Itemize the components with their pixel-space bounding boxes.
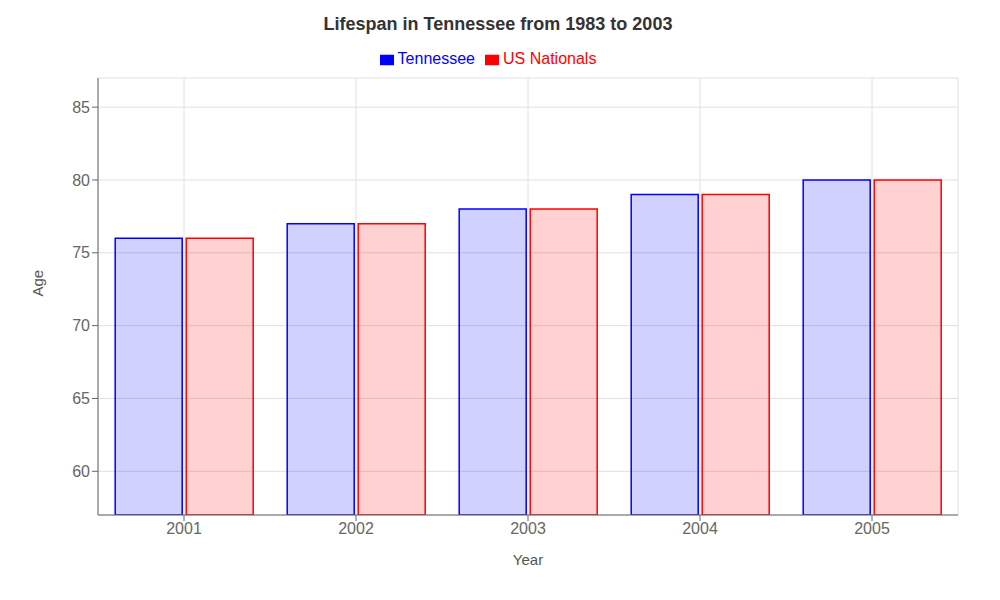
svg-text:2003: 2003 [510, 520, 546, 537]
svg-text:2001: 2001 [166, 520, 202, 537]
html-text:Lifespan in Tennessee from 198: Lifespan in Tennessee from 1983 to 2003 [323, 14, 673, 34]
svg-text:65: 65 [72, 390, 90, 407]
svg-text:70: 70 [72, 317, 90, 334]
svg-text:60: 60 [72, 463, 90, 480]
html-text:US Nationals: US Nationals [503, 50, 597, 67]
svg-text:2004: 2004 [682, 520, 718, 537]
svg-text:2005: 2005 [854, 520, 890, 537]
svg-text:85: 85 [72, 99, 90, 116]
svg-text:80: 80 [72, 172, 90, 189]
html-text:Tennessee: Tennessee [397, 50, 475, 67]
svg-text:Age: Age [29, 270, 46, 297]
svg-text:2002: 2002 [338, 520, 374, 537]
svg-text:75: 75 [72, 244, 90, 261]
svg-text:Year: Year [513, 551, 543, 568]
